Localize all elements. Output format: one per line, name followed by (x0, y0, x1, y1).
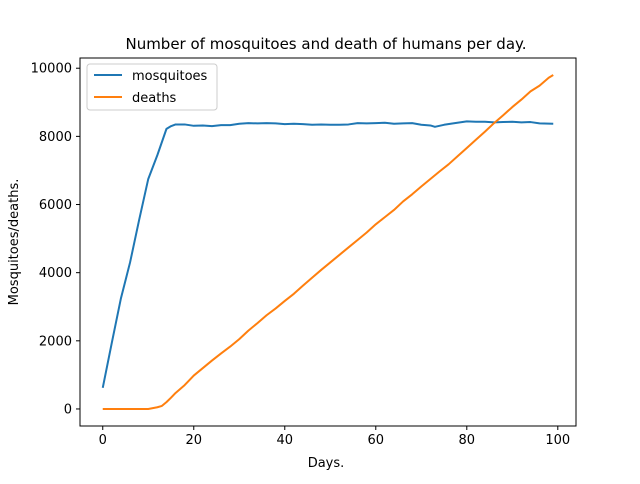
plot-frame (79, 57, 577, 427)
y-axis-label: Mosquitoes/deaths. (7, 179, 22, 306)
y-axis: 0 2000 4000 6000 8000 10000 (31, 62, 80, 417)
y-tick-label: 0 (64, 402, 72, 417)
x-tick-label: 100 (545, 433, 570, 448)
x-tick-label: 80 (459, 433, 476, 448)
legend: mosquitoes deaths (86, 63, 218, 111)
y-tick-label: 8000 (39, 130, 72, 145)
legend-label-mosquitoes: mosquitoes (132, 69, 208, 84)
x-axis-label: Days. (308, 456, 345, 471)
series-line-deaths (102, 74, 554, 410)
y-tick-label: 6000 (39, 198, 72, 213)
y-tick-label: 4000 (39, 266, 72, 281)
x-tick-label: 20 (185, 433, 202, 448)
series-line-mosquitoes (101, 120, 554, 389)
series-layer (101, 74, 554, 410)
x-axis: 0 20 40 60 80 100 (99, 426, 570, 448)
chart-title: Number of mosquitoes and death of humans… (125, 35, 526, 53)
legend-label-deaths: deaths (132, 91, 177, 106)
x-tick-label: 40 (276, 433, 293, 448)
x-tick-label: 0 (99, 433, 107, 448)
x-tick-label: 60 (368, 433, 385, 448)
y-tick-label: 10000 (31, 62, 72, 77)
y-tick-label: 2000 (39, 334, 72, 349)
